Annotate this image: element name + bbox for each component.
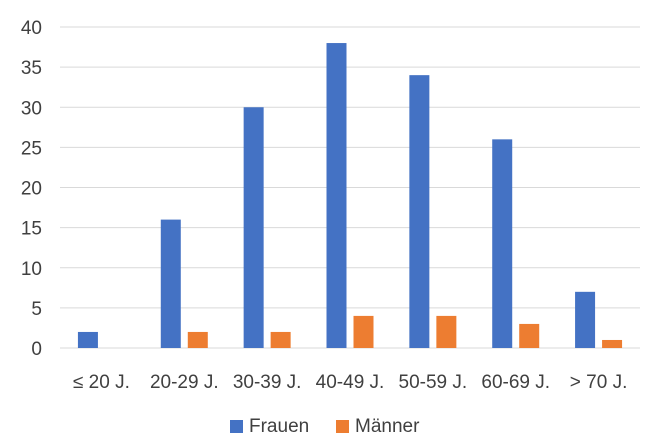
bar-männer-5: [519, 323, 540, 348]
bar-männer-1: [187, 331, 208, 348]
y-tick-label: 0: [31, 339, 42, 360]
bar-frauen-1: [160, 219, 181, 348]
bar-frauen-6: [575, 291, 596, 348]
x-tick-label: 30-39 J.: [233, 372, 302, 393]
y-tick-label: 10: [21, 259, 42, 280]
legend: Frauen Männer: [230, 416, 420, 437]
gridlines: [60, 26, 640, 349]
bar-frauen-2: [243, 107, 264, 348]
y-tick-label: 35: [21, 58, 42, 79]
bar-männer-6: [602, 339, 623, 348]
x-tick-label: ≤ 20 J.: [73, 372, 130, 393]
y-tick-label: 20: [21, 179, 42, 200]
y-tick-label: 40: [21, 18, 42, 39]
bars: [77, 43, 623, 349]
bar-frauen-0: [77, 331, 98, 348]
legend-label-männer: Männer: [355, 416, 420, 437]
y-tick-label: 5: [31, 299, 42, 320]
x-tick-label: 50-59 J.: [399, 372, 468, 393]
bar-frauen-5: [492, 139, 513, 348]
x-tick-label: > 70 J.: [570, 372, 628, 393]
legend-swatch-frauen: [230, 420, 243, 433]
bar-männer-2: [270, 331, 291, 348]
x-axis-ticks: ≤ 20 J. 20-29 J. 30-39 J. 40-49 J. 50-59 J. 6…: [73, 372, 627, 393]
bar-frauen-4: [409, 75, 430, 349]
bar-männer-4: [436, 315, 457, 348]
legend-swatch-männer: [336, 420, 349, 433]
x-tick-label: 60-69 J.: [481, 372, 550, 393]
y-tick-label: 25: [21, 138, 42, 159]
y-tick-label: 30: [21, 98, 42, 119]
legend-label-frauen: Frauen: [249, 416, 309, 437]
bar-männer-3: [353, 315, 374, 348]
x-tick-label: 20-29 J.: [150, 372, 219, 393]
y-axis-ticks: 0 5 10 15 20 25 30 35 40: [21, 18, 42, 360]
y-tick-label: 15: [21, 219, 42, 240]
bar-frauen-3: [326, 43, 347, 349]
x-tick-label: 40-49 J.: [316, 372, 385, 393]
